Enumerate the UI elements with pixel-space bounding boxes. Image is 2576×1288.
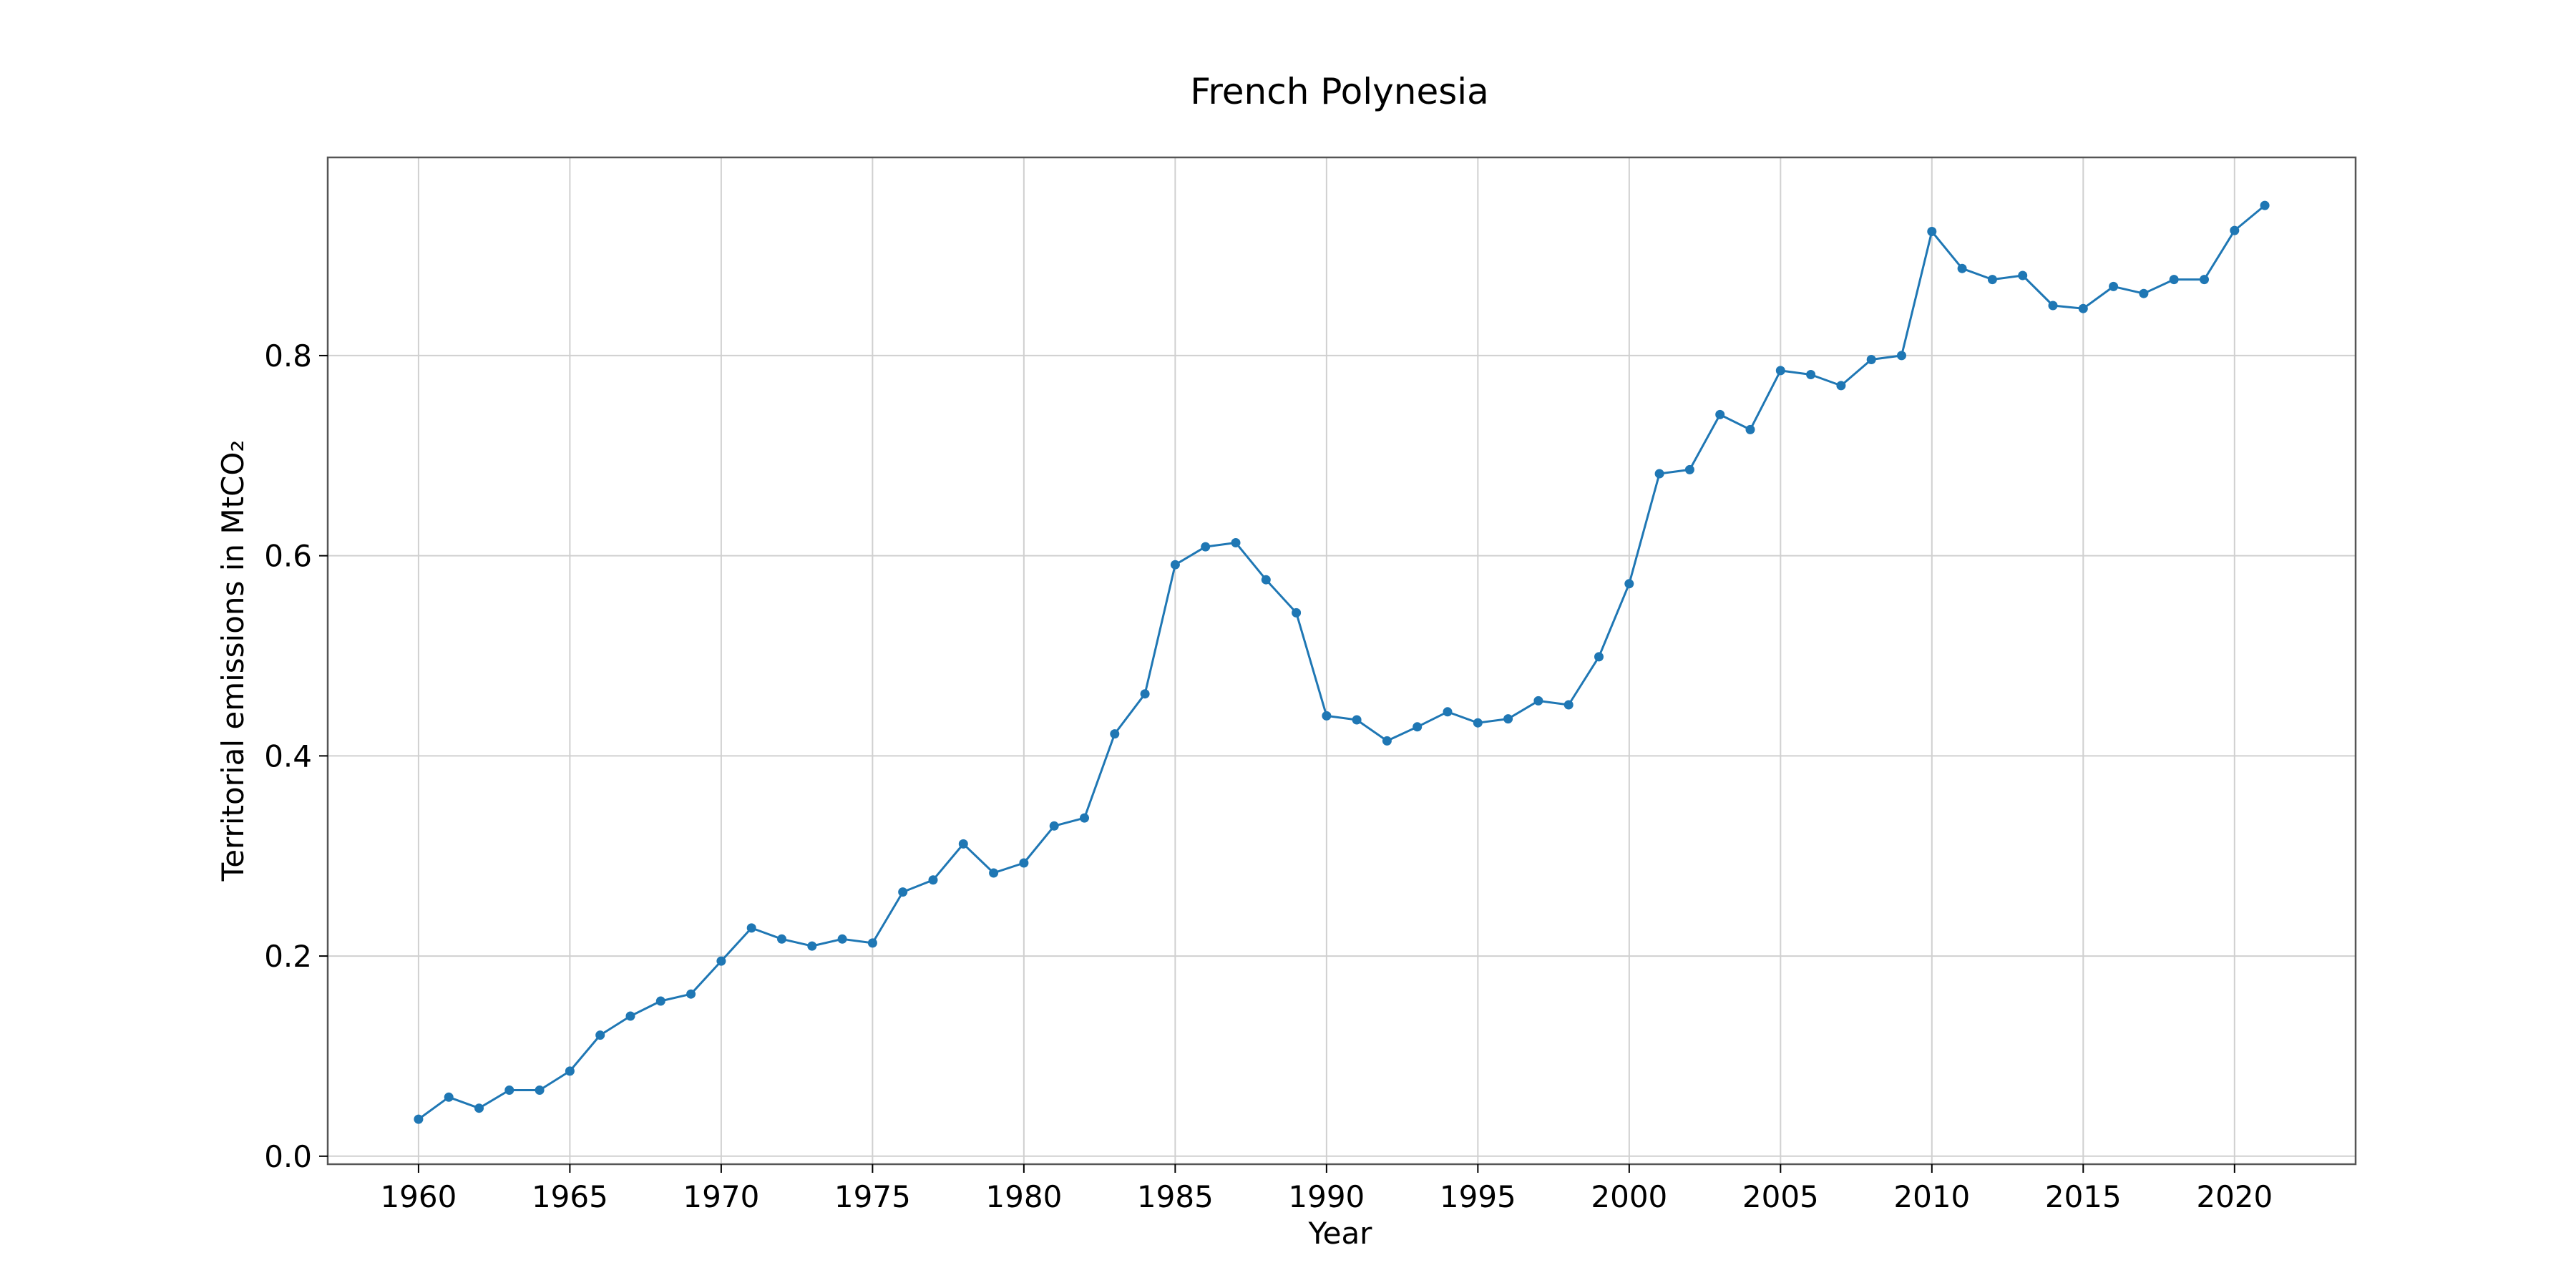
data-point: [2078, 303, 2088, 313]
data-point: [444, 1092, 454, 1102]
x-tick-label: 1995: [1440, 1179, 1516, 1214]
data-point: [686, 989, 696, 999]
x-tick-label: 1965: [532, 1179, 608, 1214]
data-point: [989, 868, 999, 878]
data-point: [1382, 736, 1392, 746]
x-axis-ticks: 1960 1965 1970 1975 1980 1985 1990 1995 2000 2005…: [380, 1164, 2273, 1214]
data-point: [1533, 696, 1543, 706]
grid-lines: [328, 157, 2356, 1164]
y-tick-label: 0.8: [264, 338, 312, 374]
data-point: [414, 1114, 424, 1124]
data-point: [2169, 275, 2179, 285]
data-point: [1654, 469, 1664, 479]
data-point: [777, 934, 786, 944]
x-tick-label: 2015: [2045, 1179, 2122, 1214]
data-point: [1775, 366, 1785, 376]
x-tick-label: 1970: [683, 1179, 759, 1214]
data-point: [504, 1085, 514, 1095]
series-group: [414, 200, 2270, 1124]
data-point: [625, 1011, 635, 1021]
data-point: [1049, 821, 1059, 831]
data-point: [1624, 579, 1634, 589]
x-tick-label: 2020: [2196, 1179, 2273, 1214]
data-point: [1080, 813, 1089, 823]
data-point: [807, 941, 817, 951]
data-point: [2230, 225, 2240, 235]
data-point: [1201, 542, 1211, 552]
y-tick-label: 0.2: [264, 939, 312, 974]
data-point: [2139, 288, 2149, 298]
x-tick-label: 2000: [1591, 1179, 1667, 1214]
data-point: [1836, 381, 1846, 391]
data-point: [2048, 301, 2058, 311]
data-point: [1927, 227, 1937, 236]
data-point: [2109, 281, 2119, 291]
data-point: [2260, 200, 2270, 210]
data-point: [1957, 263, 1967, 273]
data-point: [1866, 355, 1876, 364]
data-point: [958, 839, 968, 849]
y-axis-label: Territorial emissions in MtCO₂: [215, 440, 250, 882]
data-point: [1019, 858, 1029, 868]
data-point: [1231, 538, 1241, 547]
data-point: [1322, 711, 1332, 721]
y-tick-label: 0.4: [264, 738, 312, 774]
data-point: [535, 1085, 545, 1095]
x-tick-label: 2005: [1742, 1179, 1819, 1214]
data-point: [1473, 718, 1483, 728]
data-point: [928, 875, 938, 885]
data-point: [1806, 370, 1816, 379]
y-tick-label: 0.0: [264, 1139, 312, 1174]
x-tick-label: 1975: [834, 1179, 911, 1214]
data-point: [474, 1103, 484, 1113]
data-point: [1110, 729, 1120, 739]
data-point: [1170, 560, 1180, 570]
x-axis-label: Year: [1308, 1216, 1373, 1251]
data-point: [1503, 714, 1513, 724]
x-tick-label: 1960: [380, 1179, 457, 1214]
series-line: [418, 204, 2266, 1121]
data-point: [2018, 270, 2028, 280]
data-point: [595, 1030, 605, 1040]
data-point: [746, 923, 756, 933]
data-point: [1594, 652, 1604, 662]
data-point: [1292, 608, 1302, 618]
x-tick-label: 1990: [1288, 1179, 1365, 1214]
data-point: [1715, 409, 1725, 419]
data-point: [1987, 275, 1997, 285]
chart-title: French Polynesia: [1190, 71, 1489, 112]
data-point: [1684, 464, 1694, 474]
data-point: [1897, 351, 1906, 361]
data-point: [1563, 700, 1574, 710]
data-point: [716, 956, 726, 966]
y-axis-ticks: 0.0 0.2 0.4 0.6 0.8: [264, 338, 328, 1174]
data-point: [1745, 424, 1755, 434]
data-point: [1140, 689, 1150, 699]
data-point: [867, 938, 877, 948]
data-point: [1261, 575, 1271, 585]
data-point: [655, 996, 665, 1006]
data-point: [898, 887, 908, 897]
plot-frame: [326, 156, 2357, 1166]
data-point: [565, 1066, 575, 1076]
y-tick-label: 0.6: [264, 539, 312, 574]
x-tick-label: 1980: [985, 1179, 1062, 1214]
data-point: [1443, 707, 1453, 717]
x-tick-label: 1985: [1137, 1179, 1214, 1214]
data-point: [2200, 275, 2209, 285]
x-tick-label: 2010: [1893, 1179, 1970, 1214]
data-point: [1352, 715, 1362, 725]
data-point: [837, 934, 847, 944]
data-point: [1413, 722, 1423, 732]
